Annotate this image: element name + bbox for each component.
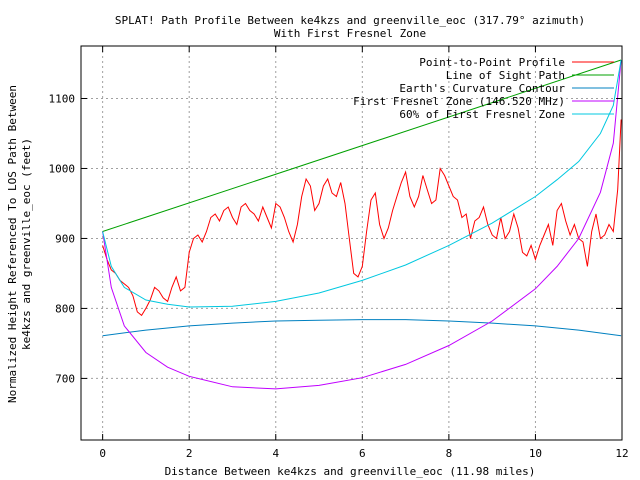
plot-frame bbox=[80, 45, 623, 441]
y-tick-label: 700 bbox=[55, 372, 75, 385]
legend-label: 60% of First Fresnel Zone bbox=[399, 108, 565, 121]
y-axis-label-line1: Normalized Height Referenced To LOS Path… bbox=[6, 85, 19, 403]
x-axis-label: Distance Between ke4kzs and greenville_e… bbox=[165, 465, 536, 478]
series-line-60-of-first-fresnel-zone bbox=[102, 59, 622, 308]
y-tick-label: 800 bbox=[55, 302, 75, 315]
series-line-earth-s-curvature-contour bbox=[102, 319, 622, 337]
chart-title: SPLAT! Path Profile Between ke4kzs and g… bbox=[115, 14, 585, 27]
y-tick-label: 900 bbox=[55, 232, 75, 245]
y-tick-label: 1100 bbox=[49, 92, 76, 105]
x-tick-label: 8 bbox=[446, 447, 453, 460]
series-line-first-fresnel-zone-146-520-mhz bbox=[102, 59, 622, 390]
legend-label: First Fresnel Zone (146.520 MHz) bbox=[353, 95, 565, 108]
legend-label: Point-to-Point Profile bbox=[419, 56, 565, 69]
x-tick-label: 6 bbox=[359, 447, 366, 460]
x-tick-label: 4 bbox=[272, 447, 279, 460]
series-layer bbox=[102, 59, 622, 390]
axis-ticks: 0 2 4 6 8 10 12 700 800 900 1000 1100 bbox=[49, 46, 629, 460]
x-tick-label: 0 bbox=[99, 447, 106, 460]
legend-label: Earth's Curvature Contour bbox=[399, 82, 565, 95]
y-tick-label: 1000 bbox=[49, 162, 76, 175]
chart-subtitle: With First Fresnel Zone bbox=[274, 27, 426, 40]
x-tick-label: 12 bbox=[615, 447, 628, 460]
x-tick-label: 10 bbox=[529, 447, 542, 460]
y-axis-label-line2: ke4kzs and greenville_eoc (feet) bbox=[20, 138, 33, 350]
series-line-line-of-sight-path bbox=[102, 59, 622, 232]
x-tick-label: 2 bbox=[186, 447, 193, 460]
legend-label: Line of Sight Path bbox=[446, 69, 565, 82]
series-line-point-to-point-profile bbox=[102, 119, 622, 317]
